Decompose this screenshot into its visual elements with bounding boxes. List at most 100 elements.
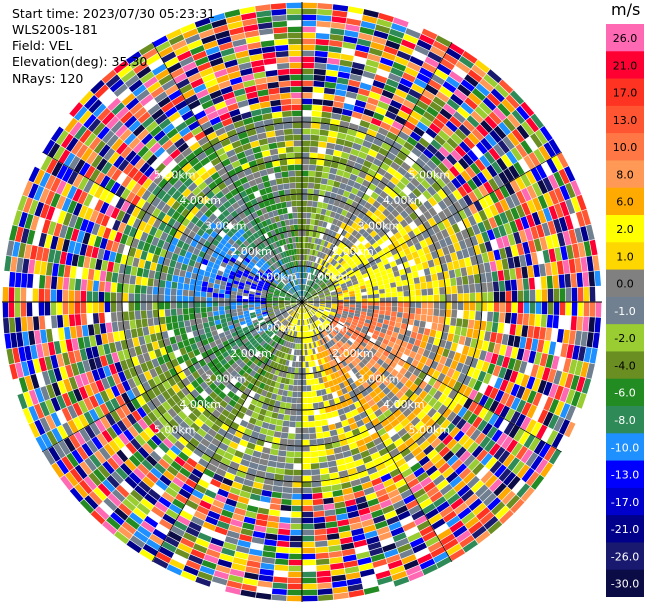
velocity-bin [336,458,346,466]
velocity-bin [195,242,204,251]
velocity-bin [541,222,551,237]
velocity-bin [413,198,423,208]
velocity-bin [363,9,379,18]
velocity-bin [82,232,91,245]
velocity-bin [450,342,458,352]
velocity-bin [386,463,398,473]
velocity-bin [92,313,100,324]
velocity-bin [265,472,275,480]
velocity-bin [319,303,326,306]
velocity-bin [522,278,530,290]
velocity-bin [357,354,364,361]
velocity-bin [102,461,115,475]
velocity-bin [358,253,365,260]
velocity-bin [373,112,385,121]
velocity-bin [205,331,213,339]
velocity-bin [302,92,313,99]
velocity-bin [452,525,468,538]
velocity-bin [105,322,113,333]
velocity-bin [186,392,195,402]
velocity-bin [478,184,489,197]
velocity-bin [457,285,464,294]
velocity-bin [443,103,456,116]
velocity-bin [304,278,307,285]
velocity-bin [195,219,204,228]
velocity-bin [201,317,209,324]
velocity-bin [226,317,233,322]
velocity-bin [420,476,433,488]
velocity-bin [379,302,386,307]
velocity-bin [374,245,382,253]
velocity-bin [193,510,207,521]
velocity-bin [425,508,439,520]
velocity-bin [273,576,288,583]
velocity-bin [98,447,111,461]
velocity-bin [443,510,457,523]
velocity-bin [530,364,539,378]
velocity-bin [234,348,242,355]
velocity-bin [554,400,565,416]
velocity-bin [445,471,459,484]
velocity-bin [501,333,509,346]
velocity-bin [422,148,434,159]
velocity-bin [533,148,546,164]
velocity-bin [382,208,391,217]
velocity-bin [307,279,311,286]
velocity-bin [332,359,338,366]
velocity-bin [437,63,452,76]
velocity-bin [386,391,395,400]
velocity-bin [521,325,529,338]
velocity-bin [248,461,259,470]
velocity-bin [319,252,324,259]
velocity-bin [441,263,449,272]
velocity-bin [394,322,402,328]
velocity-bin [155,263,163,273]
velocity-bin [67,240,76,254]
velocity-bin [367,302,374,306]
velocity-bin [239,384,247,393]
velocity-bin [210,478,222,488]
velocity-bin [56,425,69,440]
velocity-bin [293,294,298,299]
velocity-bin [378,284,385,290]
velocity-bin [263,326,270,332]
velocity-bin [233,402,242,411]
velocity-bin [381,234,389,242]
velocity-bin [34,169,46,185]
velocity-bin [332,352,338,359]
velocity-bin [349,309,355,313]
velocity-bin [429,422,440,433]
velocity-bin [479,320,487,331]
velocity-bin [238,317,245,323]
velocity-bin [586,256,594,272]
velocity-bin [417,553,433,565]
velocity-bin [247,554,262,563]
velocity-bin [351,237,358,244]
velocity-bin [334,316,340,321]
velocity-bin [14,302,21,317]
velocity-bin [126,338,134,349]
velocity-bin [151,207,161,218]
velocity-bin [390,433,401,443]
velocity-bin [234,365,242,373]
velocity-bin [332,10,348,18]
velocity-bin [390,395,400,404]
velocity-bin [317,371,322,378]
velocity-bin [413,467,426,478]
velocity-bin [313,283,318,289]
velocity-bin [360,145,370,154]
velocity-bin [446,47,462,61]
velocity-bin [406,253,414,261]
velocity-bin [389,320,396,327]
velocity-bin [426,486,440,498]
velocity-bin [343,292,349,296]
velocity-bin [299,319,302,326]
velocity-bin [103,343,111,355]
velocity-bin [198,269,205,276]
velocity-bin [330,28,345,36]
velocity-bin [142,212,152,223]
velocity-bin [541,289,548,302]
velocity-bin [148,350,157,360]
velocity-bin [469,162,481,175]
velocity-bin [314,328,319,335]
